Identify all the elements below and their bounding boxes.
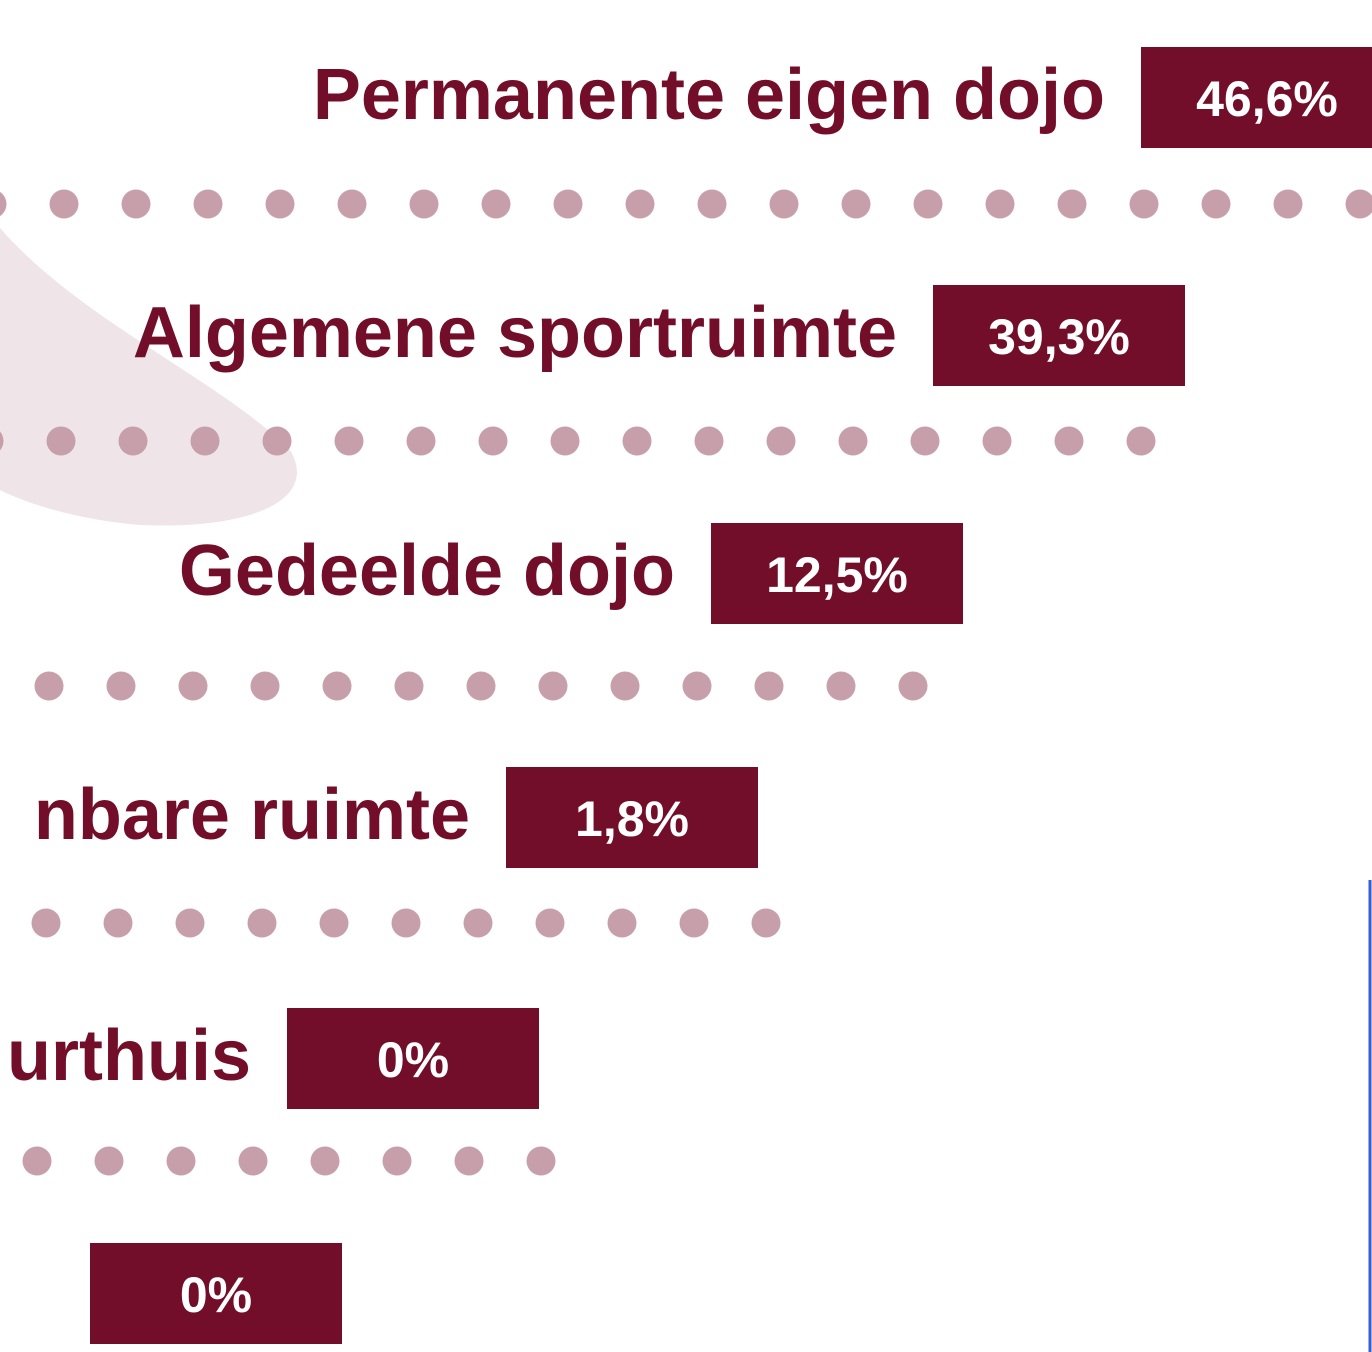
dot	[913, 189, 943, 219]
dot	[697, 189, 727, 219]
value-label: 0%	[377, 1032, 449, 1088]
dot	[1054, 426, 1084, 456]
dot	[394, 671, 424, 701]
dot	[985, 189, 1015, 219]
dot	[319, 908, 349, 938]
value-box	[287, 1008, 539, 1109]
dot	[1273, 189, 1303, 219]
dot	[550, 426, 580, 456]
dot	[265, 189, 295, 219]
category-label: Algemene sportruimte	[133, 293, 897, 373]
dot	[454, 1146, 484, 1176]
dot	[106, 671, 136, 701]
dot	[193, 189, 223, 219]
category-label: Gedeelde dojo	[179, 531, 675, 611]
value-box	[1141, 47, 1372, 148]
dot	[22, 1146, 52, 1176]
dot	[391, 908, 421, 938]
category-label: urthuis	[7, 1016, 251, 1096]
dot	[898, 671, 928, 701]
dot	[0, 431, 4, 451]
dot	[334, 426, 364, 456]
dot	[538, 671, 568, 701]
dot	[247, 908, 277, 938]
dot	[94, 1146, 124, 1176]
dot	[535, 908, 565, 938]
dot	[694, 426, 724, 456]
dot	[841, 189, 871, 219]
dot	[751, 908, 781, 938]
dot	[103, 908, 133, 938]
dot	[322, 671, 352, 701]
dot	[607, 908, 637, 938]
dot	[175, 908, 205, 938]
dot	[463, 908, 493, 938]
dot	[625, 189, 655, 219]
dot	[910, 426, 940, 456]
dot	[553, 189, 583, 219]
dot	[49, 189, 79, 219]
value-label: 12,5%	[766, 547, 908, 603]
dot	[118, 426, 148, 456]
dot	[478, 426, 508, 456]
dot	[982, 426, 1012, 456]
dot	[310, 1146, 340, 1176]
dot	[1057, 189, 1087, 219]
value-box	[933, 285, 1185, 386]
value-box	[90, 1243, 342, 1344]
dot	[34, 671, 64, 701]
dot	[622, 426, 652, 456]
dot	[754, 671, 784, 701]
dot	[121, 189, 151, 219]
dot	[610, 671, 640, 701]
decoration-blob	[0, 228, 297, 526]
value-label: 39,3%	[988, 309, 1130, 365]
dot	[679, 908, 709, 938]
dot	[0, 191, 7, 217]
dot	[262, 426, 292, 456]
dot	[382, 1146, 412, 1176]
value-label: 1,8%	[575, 791, 689, 847]
dot	[1345, 189, 1372, 219]
dot	[178, 671, 208, 701]
dot	[166, 1146, 196, 1176]
dot	[1126, 426, 1156, 456]
dot	[1129, 189, 1159, 219]
dot	[481, 189, 511, 219]
dot	[838, 426, 868, 456]
dot	[466, 671, 496, 701]
dot	[238, 1146, 268, 1176]
category-label: nbare ruimte	[34, 775, 470, 855]
dot	[409, 189, 439, 219]
dot	[46, 426, 76, 456]
dot	[190, 426, 220, 456]
value-label: 46,6%	[1196, 71, 1338, 127]
dot	[769, 189, 799, 219]
dot	[250, 671, 280, 701]
dot	[682, 671, 712, 701]
value-box	[506, 767, 758, 868]
dot	[31, 908, 61, 938]
dot	[1201, 189, 1231, 219]
dot	[406, 426, 436, 456]
category-label: Permanente eigen dojo	[313, 55, 1105, 135]
dot	[526, 1146, 556, 1176]
dot	[826, 671, 856, 701]
dot	[766, 426, 796, 456]
value-label: 0%	[180, 1267, 252, 1323]
dot	[337, 189, 367, 219]
value-box	[711, 523, 963, 624]
